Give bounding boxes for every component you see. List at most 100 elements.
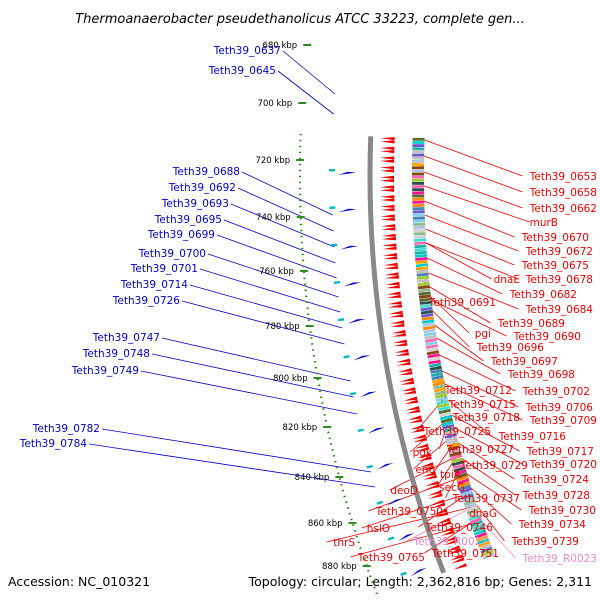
forward-gene-segment bbox=[400, 571, 407, 576]
feature-segment bbox=[439, 414, 453, 421]
reverse-gene-label: Teth39_0690 bbox=[513, 331, 581, 343]
tick-label: 740 kbp bbox=[256, 213, 291, 223]
reverse-leader-line bbox=[466, 473, 522, 511]
reverse-leader-line bbox=[423, 185, 530, 223]
feature-segment bbox=[450, 457, 464, 464]
tick-label: 820 kbp bbox=[283, 423, 318, 433]
reverse-gene-arrow bbox=[417, 453, 431, 458]
reverse-gene-arrow bbox=[384, 265, 399, 270]
reverse-gene-arrow bbox=[449, 554, 464, 561]
reverse-gene-label: Teth39_0720 bbox=[529, 459, 597, 471]
reverse-gene-label: Teth39_0670 bbox=[521, 232, 589, 244]
forward-gene-label: Teth39_0749 bbox=[71, 365, 139, 377]
reverse-gene-arrow bbox=[380, 198, 395, 202]
reverse-gene-arrow bbox=[437, 520, 452, 527]
feature-segment bbox=[439, 411, 452, 418]
rna-gene-label: Teth39_R0023 bbox=[522, 553, 598, 565]
reverse-gene-arrow bbox=[380, 166, 394, 170]
feature-segment bbox=[456, 475, 469, 482]
backbone-ring bbox=[367, 136, 447, 574]
reverse-gene-arrow bbox=[385, 285, 400, 289]
reverse-gene-arrow bbox=[390, 323, 405, 327]
feature-segment bbox=[427, 353, 440, 359]
reverse-gene-arrow bbox=[380, 208, 395, 212]
reverse-gene-arrow bbox=[422, 471, 437, 477]
reverse-gene-arrow bbox=[403, 396, 418, 401]
reverse-leader-line bbox=[326, 505, 477, 543]
reverse-gene-label: Teth39_0728 bbox=[522, 490, 590, 502]
reverse-gene-label: Teth39_0765 bbox=[357, 552, 425, 564]
reverse-gene-arrow bbox=[399, 377, 414, 382]
feature-segment bbox=[438, 408, 451, 415]
feature-segment bbox=[432, 381, 445, 387]
reverse-gene-label: pgi bbox=[475, 328, 491, 340]
feature-segment bbox=[430, 368, 443, 374]
reverse-gene-arrow bbox=[383, 256, 398, 260]
reverse-gene-label: Teth39_0739 bbox=[511, 536, 579, 548]
reverse-gene-label: secG bbox=[439, 482, 465, 494]
reverse-gene-label: Teth39_0709 bbox=[529, 415, 597, 427]
feature-segment bbox=[474, 531, 488, 539]
reverse-gene-arrow bbox=[409, 424, 424, 430]
reverse-gene-arrow bbox=[381, 227, 396, 231]
reverse-gene-arrow bbox=[388, 310, 403, 314]
feature-segment bbox=[462, 496, 475, 503]
reverse-gene-arrow bbox=[419, 462, 434, 468]
forward-gene-segment bbox=[387, 536, 395, 541]
reverse-gene-arrow bbox=[380, 140, 395, 144]
reverse-gene-label: Teth39_0678 bbox=[525, 274, 593, 286]
reverse-gene-arrow bbox=[443, 536, 457, 543]
reverse-leader-line bbox=[425, 228, 515, 266]
reverse-gene-arrow bbox=[381, 233, 396, 237]
reverse-gene-arrow bbox=[430, 499, 445, 505]
reverse-leader-line bbox=[476, 504, 505, 542]
forward-gene-label: Teth39_0748 bbox=[82, 348, 150, 360]
reverse-gene-label: Teth39_0717 bbox=[526, 446, 594, 458]
feature-segment bbox=[463, 499, 476, 506]
feature-segment bbox=[430, 371, 444, 378]
forward-gene-arrow bbox=[347, 319, 366, 324]
reverse-gene-arrow bbox=[393, 342, 408, 347]
feature-segment bbox=[468, 514, 481, 521]
reverse-gene-arrow bbox=[380, 185, 395, 189]
reverse-leader-line bbox=[431, 299, 507, 337]
forward-gene-label: Teth39_0645 bbox=[208, 65, 276, 77]
feature-segment bbox=[446, 442, 460, 449]
reverse-gene-label: Teth39_0737 bbox=[452, 493, 520, 505]
reverse-gene-arrow bbox=[423, 474, 438, 480]
forward-gene-label: Teth39_0693 bbox=[161, 198, 229, 210]
reverse-leader-line bbox=[447, 399, 492, 437]
forward-gene-arrow bbox=[338, 171, 356, 175]
reverse-gene-label: Teth39_0725 bbox=[423, 426, 491, 438]
reverse-gene-label: Teth39_0682 bbox=[509, 289, 577, 301]
reverse-leader-line bbox=[444, 383, 523, 421]
reverse-gene-label: Teth39_0672 bbox=[525, 246, 593, 258]
reverse-gene-arrow bbox=[408, 418, 423, 424]
reverse-gene-label: Teth39_0691 bbox=[428, 297, 496, 309]
feature-segment bbox=[443, 430, 456, 436]
reverse-gene-arrow bbox=[394, 349, 409, 353]
feature-segment bbox=[449, 451, 462, 458]
feature-segment bbox=[447, 445, 460, 452]
reverse-gene-arrow bbox=[383, 253, 397, 257]
reverse-gene-arrow bbox=[395, 352, 410, 356]
reverse-leader-line bbox=[426, 242, 519, 280]
forward-gene-label: Teth39_0747 bbox=[92, 332, 160, 344]
feature-segment bbox=[469, 517, 482, 524]
label-leader-lines bbox=[88, 50, 530, 559]
rna-leader-line bbox=[482, 521, 517, 559]
reverse-gene-arrow bbox=[412, 434, 427, 440]
reverse-gene-arrow bbox=[388, 304, 403, 308]
reverse-gene-label: hslO bbox=[367, 523, 390, 535]
reverse-gene-arrow bbox=[410, 428, 425, 433]
forward-gene-arrow bbox=[353, 355, 371, 361]
feature-segment bbox=[435, 396, 449, 402]
reverse-gene-label: Teth39_0734 bbox=[518, 519, 587, 531]
feature-segment bbox=[426, 347, 439, 353]
reverse-gene-arrow bbox=[398, 371, 413, 376]
reverse-leader-line bbox=[439, 354, 516, 392]
forward-leader-line bbox=[151, 353, 354, 398]
forward-gene-label: Teth39_0714 bbox=[120, 279, 189, 291]
forward-leader-line bbox=[223, 219, 336, 264]
feature-segment bbox=[433, 387, 447, 393]
